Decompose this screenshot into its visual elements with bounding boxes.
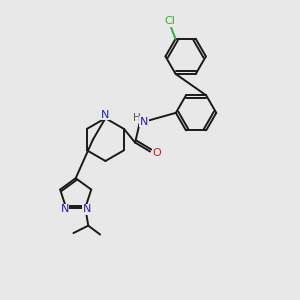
Text: N: N	[140, 117, 148, 127]
Text: O: O	[152, 148, 161, 158]
Text: N: N	[82, 204, 91, 214]
Text: N: N	[101, 110, 110, 120]
Text: N: N	[60, 204, 69, 214]
Text: H: H	[133, 113, 140, 123]
Text: Cl: Cl	[164, 16, 175, 26]
